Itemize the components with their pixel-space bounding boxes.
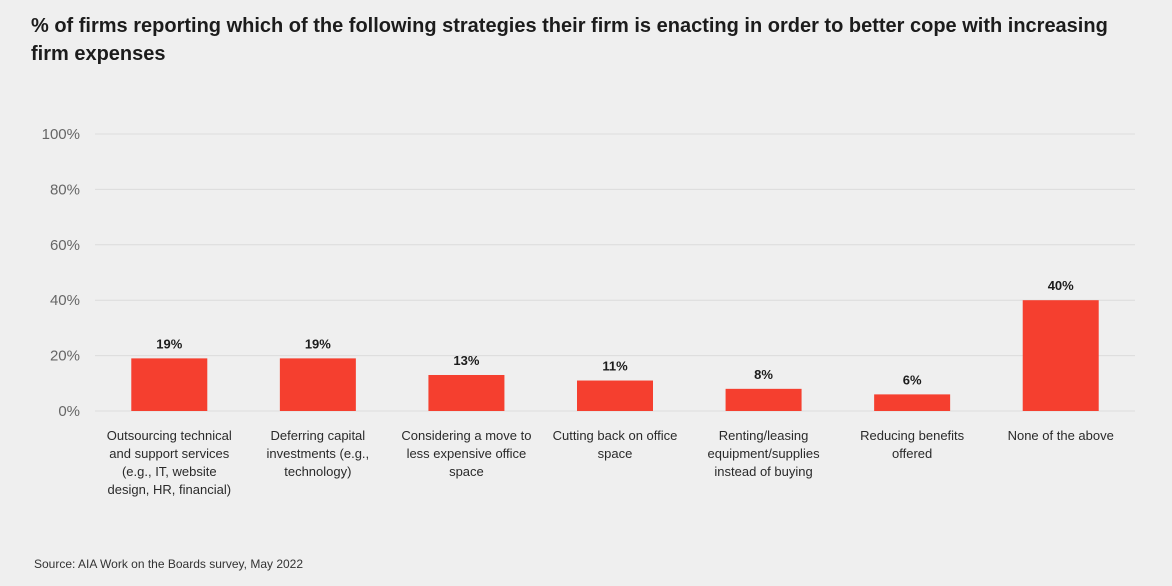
category-label: Reducing benefits offered [860,428,965,461]
bar [131,358,208,411]
bar [279,358,356,411]
bar [874,394,951,411]
category-label: Deferring capital investments (e.g., techn… [267,428,370,479]
data-label: 6% [903,372,922,387]
category-label: Renting/leasing equipment/supplies instead… [708,428,821,479]
y-tick-label: 0% [58,403,80,420]
y-tick-label: 40% [50,292,80,309]
data-label: 11% [602,359,628,374]
y-tick-label: 100% [42,126,80,143]
category-labels: Outsourcing technical and support service… [107,428,1114,497]
data-labels: 19% 19% 13% 11% 8% 6% 40% [156,278,1074,387]
data-label: 40% [1048,278,1074,293]
data-label: 13% [453,353,479,368]
category-label: None of the above [1008,428,1114,443]
bars [131,300,1099,411]
bar [428,374,505,411]
category-label: Outsourcing technical and support service… [107,428,232,497]
data-label: 8% [754,367,773,382]
chart-title: % of firms reporting which of the follow… [31,15,1108,65]
data-label: 19% [156,336,182,351]
y-tick-label: 20% [50,348,80,365]
data-label: 19% [305,336,331,351]
source-note: Source: AIA Work on the Boards survey, M… [34,557,304,571]
y-tick-label: 60% [50,237,80,254]
bar [1022,300,1099,411]
y-axis-ticks: 0% 20% 40% 60% 80% 100% [42,126,80,420]
category-label: Considering a move to less expensive offi… [401,428,531,479]
category-label: Cutting back on office space [553,428,678,461]
bar [577,380,653,411]
y-tick-label: 80% [50,181,80,198]
bar [725,388,802,411]
